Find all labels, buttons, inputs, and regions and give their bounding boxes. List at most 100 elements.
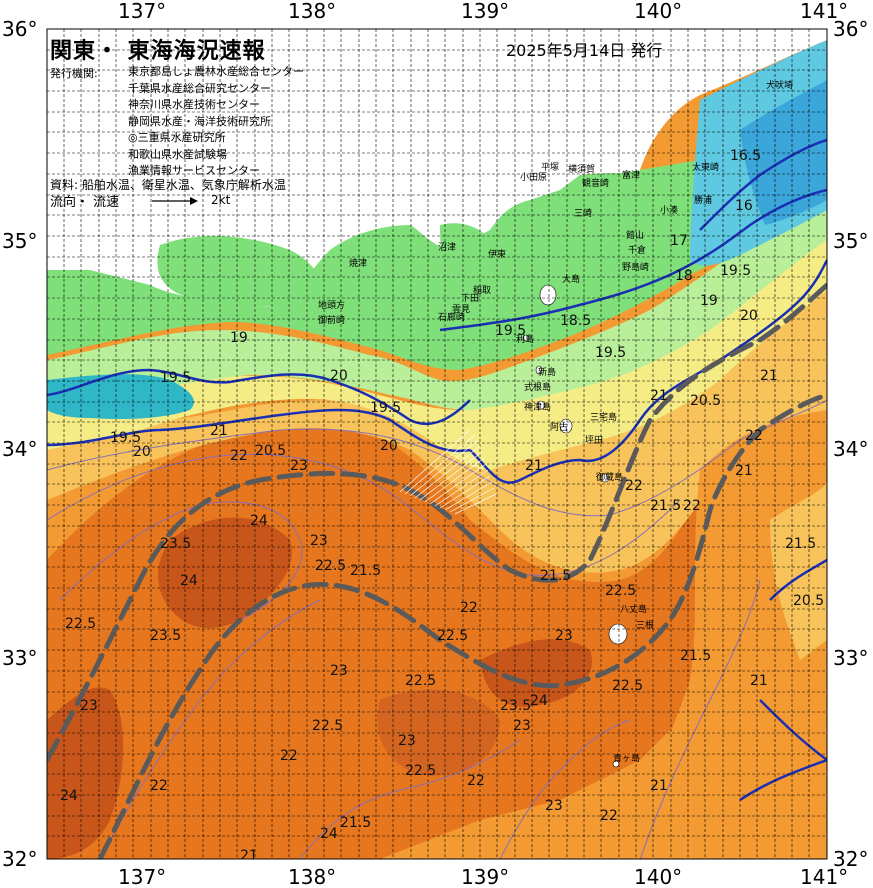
place-label: 坪田	[585, 435, 603, 446]
niijima-island	[535, 365, 543, 375]
lon-label-140-top: 140°	[634, 0, 682, 23]
longitude-labels: 137° 138° 139° 140° 141° 137° 138° 139° …	[118, 0, 848, 888]
place-label: 阿古	[550, 421, 568, 433]
hot-spot-east	[480, 639, 592, 707]
lon-label-141-bottom: 141°	[800, 865, 848, 888]
thick-isotherms	[47, 138, 827, 802]
place-label: 新島	[538, 366, 556, 378]
contour-label: 21	[525, 458, 543, 474]
contour-label: 24	[60, 788, 78, 804]
lat-label-35-right: 35°	[833, 229, 868, 253]
place-label: 御蔵島	[596, 471, 623, 483]
contour-label: 20	[133, 444, 151, 460]
contour-label: 21.5	[340, 815, 371, 831]
latitude-labels: 36° 35° 34° 33° 32° 36° 35° 34° 33° 32°	[2, 17, 868, 871]
boso-peninsula	[577, 180, 644, 279]
contour-label: 23	[290, 458, 308, 474]
lon-label-139-top: 139°	[461, 0, 509, 23]
contour-label: 23	[545, 798, 563, 814]
contour-label: 22	[745, 428, 763, 444]
contour-label: 22.5	[312, 718, 343, 734]
contour-label: 22.5	[605, 583, 636, 599]
contour-label: 20	[740, 308, 758, 324]
place-label: 小湊	[660, 204, 678, 216]
contour-label: 23.5	[150, 628, 181, 644]
place-names: 焼津 沼津 地頭方 御前崎 伊東 稲取 下田 雲見 石廊崎 大島 利島 新島 式…	[318, 79, 793, 764]
contour-label: 22.5	[405, 763, 436, 779]
place-label: 地頭方	[318, 299, 345, 311]
contour-label: 16	[735, 198, 753, 214]
place-label: 石廊崎	[438, 311, 465, 323]
contour-label: 23	[513, 718, 531, 734]
contour-label: 16.5	[730, 148, 761, 164]
contour-label: 19.5	[595, 345, 626, 361]
place-label: 太東崎	[692, 161, 719, 173]
contour-label: 22	[625, 478, 643, 494]
place-label: 下田	[461, 293, 479, 304]
contour-label: 21.5	[350, 563, 381, 579]
contour-label: 19	[700, 293, 718, 309]
contour-label: 22	[683, 498, 701, 514]
contour-label: 21	[650, 388, 668, 404]
contour-label: 21	[650, 778, 668, 794]
place-label: 雲見	[452, 304, 470, 315]
lat-label-32-left: 32°	[2, 847, 37, 871]
lon-label-138-top: 138°	[288, 0, 336, 23]
mikurajima-island	[600, 473, 610, 483]
lon-label-137-bottom: 137°	[118, 865, 166, 888]
place-label: 千倉	[628, 244, 646, 256]
contour-label: 21.5	[785, 536, 816, 552]
hachijojima-island	[608, 623, 628, 645]
hot-spot-center	[158, 517, 292, 629]
place-label: 犬吠埼	[766, 79, 793, 91]
toshima-island	[522, 334, 530, 342]
contour-label: 20.5	[690, 393, 721, 409]
contour-label: 23	[555, 628, 573, 644]
lon-label-141-top: 141°	[800, 0, 848, 23]
contour-label: 22.5	[65, 616, 96, 632]
lat-label-33-right: 33°	[833, 646, 868, 670]
contour-label: 24	[180, 573, 198, 589]
contour-label: 20.5	[793, 593, 824, 609]
place-label: 利島	[516, 333, 534, 345]
contour-label: 21	[750, 673, 768, 689]
lon-label-140-bottom: 140°	[634, 865, 682, 888]
kuroshio-axis	[47, 282, 827, 859]
place-label: 稲取	[473, 284, 491, 296]
contour-label: 22.5	[315, 558, 346, 574]
contour-label: 21	[240, 848, 258, 864]
place-label: 伊東	[488, 248, 506, 260]
contour-label: 19.5	[720, 263, 751, 279]
contour-label: 19.5	[495, 323, 526, 339]
place-label: 観音崎	[582, 177, 609, 189]
lat-label-36-right: 36°	[833, 17, 868, 41]
contour-label: 24	[320, 826, 338, 842]
lat-label-35-left: 35°	[2, 229, 37, 253]
orange-zone-north	[47, 270, 827, 573]
contour-label: 22	[280, 748, 298, 764]
place-label: 御前崎	[318, 314, 345, 326]
place-label: 三崎	[574, 207, 592, 219]
contour-label: 18	[675, 268, 693, 284]
contour-label: 22.5	[612, 678, 643, 694]
cold-blue-east	[740, 80, 827, 225]
place-label: 沼津	[438, 242, 456, 253]
lon-label-138-bottom: 138°	[288, 865, 336, 888]
contour-label: 23	[398, 733, 416, 749]
lon-label-137-top: 137°	[118, 0, 166, 23]
lat-label-32-right: 32°	[833, 847, 868, 871]
place-label: 三根	[636, 619, 654, 631]
place-label: 焼津	[349, 258, 367, 269]
contour-label: 23.5	[160, 536, 191, 552]
oshima-island	[539, 284, 557, 306]
contour-label: 21.5	[540, 568, 571, 584]
place-label: 三宅島	[590, 411, 617, 423]
place-label: 富津	[622, 169, 640, 181]
contour-label: 23	[310, 533, 328, 549]
contour-label: 18.5	[560, 313, 591, 329]
contour-label: 21	[760, 368, 778, 384]
contour-label: 21.5	[650, 498, 681, 514]
contour-label: 21.5	[680, 648, 711, 664]
contour-label: 22.5	[405, 673, 436, 689]
